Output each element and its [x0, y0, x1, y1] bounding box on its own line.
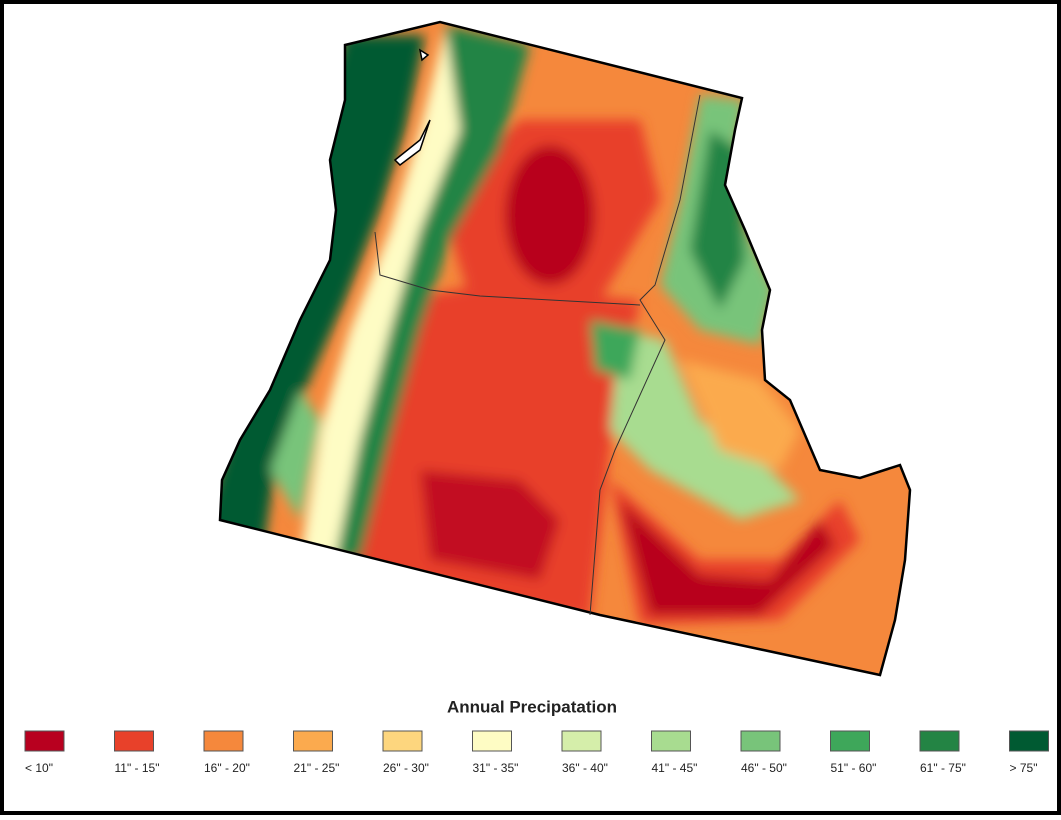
legend-swatch — [24, 730, 65, 752]
legend-label: 36" - 40" — [562, 761, 608, 775]
legend-label: 46" - 50" — [741, 761, 787, 775]
legend-label: 21" - 25" — [294, 761, 340, 775]
legend-swatch — [830, 730, 870, 752]
legend-swatch — [651, 730, 691, 752]
water-body — [393, 48, 431, 166]
legend-swatch — [1009, 730, 1049, 752]
legend-swatch — [382, 730, 423, 752]
legend-swatch — [561, 730, 602, 752]
state-borders — [374, 94, 701, 616]
legend-label: 51" - 60" — [831, 761, 877, 775]
legend-label: > 75" — [1010, 761, 1038, 775]
legend-label: < 10" — [25, 761, 53, 775]
legend-swatch — [740, 730, 781, 752]
legend-title: Annual Precipatation — [447, 697, 617, 716]
legend: < 10" 11" - 15" 16" - 20" 21" - 25" 26" - 30… — [24, 730, 1049, 775]
region-outline — [218, 20, 912, 677]
legend-swatch — [472, 730, 512, 752]
legend-label: 11" - 15" — [115, 761, 160, 775]
legend-swatch — [203, 730, 244, 752]
legend-swatch — [293, 730, 333, 752]
legend-label: 31" - 35" — [473, 761, 519, 775]
legend-swatch — [919, 730, 960, 752]
legend-swatch — [114, 730, 154, 752]
legend-label: 41" - 45" — [652, 761, 698, 775]
legend-label: 16" - 20" — [204, 761, 250, 775]
legend-label: 61" - 75" — [920, 761, 966, 775]
legend-label: 26" - 30" — [383, 761, 429, 775]
